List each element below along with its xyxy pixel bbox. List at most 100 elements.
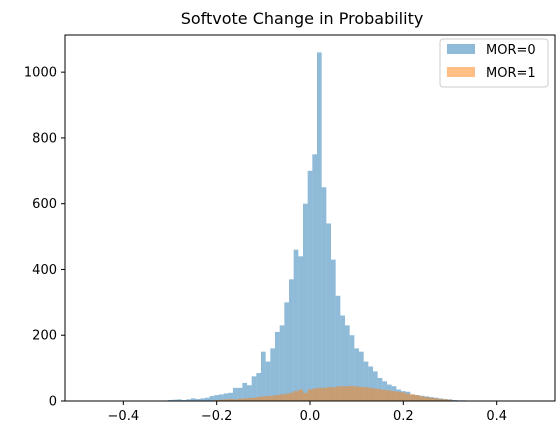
bar-mor0: [349, 335, 355, 401]
bar-mor0: [223, 393, 229, 401]
bar-mor0: [368, 366, 373, 401]
bar-mor1: [275, 395, 280, 401]
x-tick-label: 0.4: [486, 409, 507, 424]
bar-mor1: [415, 395, 420, 401]
bar-mor1: [443, 399, 448, 401]
y-tick-label: 1000: [24, 66, 57, 81]
bar-mor1: [433, 398, 439, 401]
series-mor1-bars: [214, 385, 453, 401]
bar-mor1: [419, 396, 425, 401]
bar-mor1: [293, 391, 299, 401]
bar-mor1: [298, 389, 303, 401]
bar-mor0: [298, 256, 303, 401]
x-tick-label: −0.2: [201, 409, 233, 424]
y-tick-label: 200: [32, 329, 57, 344]
bar-mor1: [363, 387, 369, 401]
bar-mor1: [307, 389, 313, 401]
bar-mor0: [172, 399, 177, 401]
bar-mor1: [279, 394, 285, 401]
bar-mor1: [335, 386, 341, 401]
bar-mor1: [289, 392, 294, 401]
bar-mor0: [219, 394, 224, 401]
series-mor0-bars: [167, 52, 490, 402]
x-tick-label: −0.4: [108, 409, 140, 424]
bar-mor1: [242, 398, 247, 401]
bar-mor1: [251, 397, 257, 401]
x-tick-label: 0.2: [393, 409, 414, 424]
bar-mor0: [373, 371, 378, 401]
bar-mor1: [345, 386, 350, 401]
bar-mor0: [345, 325, 350, 401]
bar-mor0: [317, 52, 322, 402]
bar-mor0: [191, 398, 196, 401]
bar-mor1: [321, 387, 327, 401]
bar-mor0: [275, 331, 280, 401]
bar-mor1: [391, 391, 397, 401]
bar-mor0: [261, 351, 266, 401]
bar-mor1: [261, 396, 266, 401]
bar-mor1: [377, 389, 383, 401]
bar-mor1: [396, 391, 401, 401]
bar-mor1: [401, 392, 406, 401]
y-axis: 0 200 400 600 800 1000: [24, 66, 65, 410]
legend-swatch-mor0: [447, 44, 475, 54]
bar-mor0: [335, 295, 341, 401]
bar-mor0: [209, 396, 215, 401]
bar-mor1: [405, 393, 411, 401]
y-tick-label: 600: [32, 197, 57, 212]
bar-mor1: [228, 399, 233, 401]
bar-mor1: [438, 399, 443, 401]
bar-mor1: [317, 387, 322, 401]
legend: MOR=0 MOR=1: [439, 38, 549, 88]
bar-mor0: [205, 397, 210, 401]
bar-mor1: [219, 399, 224, 401]
bar-mor1: [387, 390, 392, 401]
bar-mor0: [265, 361, 271, 401]
bar-mor1: [349, 385, 355, 401]
bar-mor1: [223, 399, 229, 401]
bar-mor0: [186, 399, 191, 401]
bar-mor1: [312, 388, 317, 401]
y-tick-label: 800: [32, 131, 57, 146]
bar-mor0: [303, 203, 308, 401]
bar-mor0: [256, 373, 261, 401]
bar-mor1: [429, 397, 434, 401]
bar-mor1: [247, 398, 252, 401]
bar-mor1: [354, 386, 359, 401]
x-axis: −0.4 −0.2 0.0 0.2 0.4: [108, 401, 507, 424]
bar-mor1: [382, 389, 387, 401]
bar-mor0: [270, 348, 275, 401]
bar-mor0: [214, 395, 219, 401]
bar-mor0: [279, 325, 285, 401]
bar-mor0: [289, 279, 294, 401]
x-tick-label: 0.0: [300, 409, 321, 424]
bar-mor0: [312, 154, 317, 401]
bar-mor1: [270, 395, 275, 401]
bar-mor1: [256, 397, 261, 401]
bar-mor1: [340, 386, 345, 401]
bar-mor1: [359, 386, 364, 401]
bar-mor1: [233, 399, 238, 401]
bar-mor1: [237, 398, 243, 401]
bar-mor0: [321, 187, 327, 401]
bar-mor0: [247, 385, 252, 401]
bar-mor0: [284, 302, 289, 401]
bar-mor1: [303, 392, 308, 401]
bar-mor0: [359, 351, 364, 401]
y-tick-label: 0: [49, 395, 57, 410]
bar-mor0: [237, 387, 243, 401]
y-tick-label: 400: [32, 263, 57, 278]
bar-mor1: [410, 394, 415, 401]
bar-mor0: [363, 361, 369, 401]
bar-mor1: [368, 387, 373, 401]
bar-mor1: [331, 387, 336, 401]
bar-mor0: [242, 382, 247, 401]
bar-mor0: [331, 259, 336, 401]
bar-mor1: [373, 388, 378, 401]
legend-label-mor1: MOR=1: [486, 66, 536, 81]
bar-mor1: [326, 387, 331, 401]
bar-mor1: [265, 396, 271, 401]
bar-mor1: [447, 399, 453, 401]
bar-mor0: [195, 399, 201, 401]
